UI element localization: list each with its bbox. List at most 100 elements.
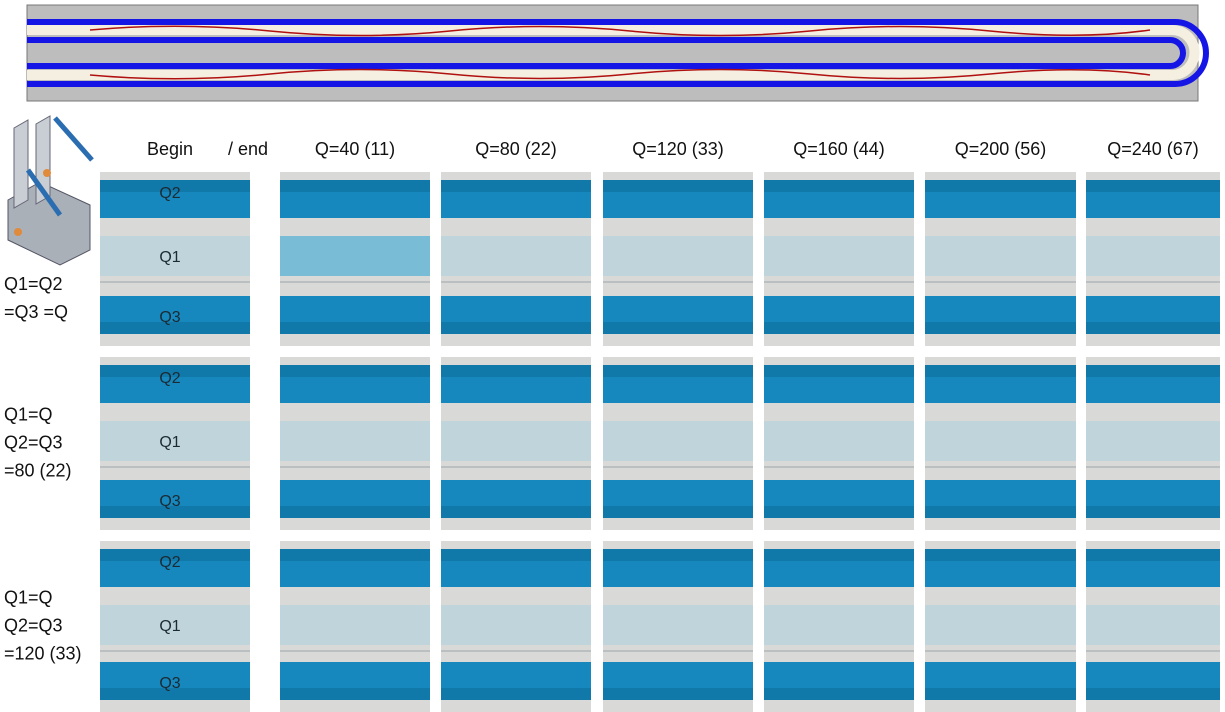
band-mid [603, 236, 753, 276]
photo-panel [441, 172, 591, 346]
channel-label: Q2 [159, 185, 180, 202]
band-mid [280, 236, 430, 276]
row-label: Q1=Q2 [4, 274, 63, 294]
band-top-dark [764, 549, 914, 561]
row-label: =80 (22) [4, 460, 72, 480]
photo-panel [764, 541, 914, 712]
band-bottom-dark [764, 322, 914, 334]
band-top-dark [603, 365, 753, 377]
photo-panel [1086, 172, 1220, 346]
band-mid [925, 236, 1076, 276]
band-top-dark [1086, 365, 1220, 377]
band-mid [441, 605, 591, 645]
band-mid [925, 605, 1076, 645]
band-top-dark [603, 180, 753, 192]
band-bottom-dark [603, 322, 753, 334]
icon [8, 116, 92, 265]
band-bottom-dark [925, 506, 1076, 518]
row-label: =120 (33) [4, 643, 82, 663]
band-top-dark [764, 180, 914, 192]
band-bottom-dark [280, 688, 430, 700]
column-header: Q=200 (56) [955, 139, 1047, 159]
band-bottom-dark [441, 506, 591, 518]
band-top-dark [441, 180, 591, 192]
band-bottom-dark [925, 688, 1076, 700]
band-bottom-dark [1086, 506, 1220, 518]
band-mid [603, 605, 753, 645]
photo-panel [280, 172, 430, 346]
photo-panel [925, 357, 1076, 530]
band-mid [280, 605, 430, 645]
row-label: Q1=Q [4, 587, 53, 607]
column-header: Q=120 (33) [632, 139, 724, 159]
photo-panel [925, 172, 1076, 346]
schematic [27, 5, 1206, 101]
column-header: Q=40 (11) [315, 139, 395, 159]
column-header: Q=240 (67) [1107, 139, 1199, 159]
row-label: Q2=Q3 [4, 615, 63, 635]
band-mid [441, 421, 591, 461]
photo-panel [603, 357, 753, 530]
band-top-dark [280, 180, 430, 192]
band-bottom-dark [441, 688, 591, 700]
channel-label: Q2 [159, 554, 180, 571]
photo-panel [925, 541, 1076, 712]
band-mid [764, 236, 914, 276]
band-bottom-dark [441, 322, 591, 334]
photo-panel [280, 357, 430, 530]
band-mid [925, 421, 1076, 461]
band-bottom-dark [280, 322, 430, 334]
channel-label: Q2 [159, 370, 180, 387]
band-bottom-dark [280, 506, 430, 518]
channel-label: Q3 [159, 675, 180, 692]
row-label: Q1=Q [4, 404, 53, 424]
band-mid [764, 421, 914, 461]
photo-panel [603, 541, 753, 712]
band-bottom-dark [1086, 688, 1220, 700]
photo-panel [1086, 541, 1220, 712]
band-bottom-dark [764, 688, 914, 700]
page: {"header": {"begin": "Begin", "end": "/ … [0, 0, 1225, 712]
photo-panel [441, 357, 591, 530]
band-bottom-dark [603, 506, 753, 518]
band-bottom-dark [1086, 322, 1220, 334]
column-header: Q=160 (44) [793, 139, 885, 159]
channel-label: Q1 [159, 434, 180, 451]
row-label: Q2=Q3 [4, 432, 63, 452]
row-label: =Q3 =Q [4, 302, 68, 322]
band-top-dark [603, 549, 753, 561]
channel-label: Q3 [159, 309, 180, 326]
channel-label: Q3 [159, 493, 180, 510]
band-top-dark [280, 549, 430, 561]
band-top-dark [1086, 180, 1220, 192]
photo-panel [441, 541, 591, 712]
photo-panel [1086, 357, 1220, 530]
channel-label: Q1 [159, 618, 180, 635]
band-top-dark [925, 365, 1076, 377]
band-top-dark [441, 365, 591, 377]
figure: Begin / end Q=40 (11) Q=80 (22) Q=120 (33)… [0, 0, 1225, 712]
photo-panel [280, 541, 430, 712]
channel-label: Q1 [159, 249, 180, 266]
band-mid [764, 605, 914, 645]
photo-panel [603, 172, 753, 346]
band-top-dark [1086, 549, 1220, 561]
header-end: / end [228, 139, 268, 159]
band-top-dark [441, 549, 591, 561]
band-bottom-dark [603, 688, 753, 700]
band-mid [1086, 421, 1220, 461]
photo-panel [764, 172, 914, 346]
photo-panel [764, 357, 914, 530]
band-mid [603, 421, 753, 461]
band-top-dark [925, 180, 1076, 192]
band-bottom-dark [764, 506, 914, 518]
band-top-dark [925, 549, 1076, 561]
band-bottom-dark [925, 322, 1076, 334]
band-mid [441, 236, 591, 276]
header-begin: Begin [147, 139, 193, 159]
column-header: Q=80 (22) [475, 139, 557, 159]
band-mid [280, 421, 430, 461]
band-top-dark [280, 365, 430, 377]
band-mid [1086, 605, 1220, 645]
band-mid [1086, 236, 1220, 276]
